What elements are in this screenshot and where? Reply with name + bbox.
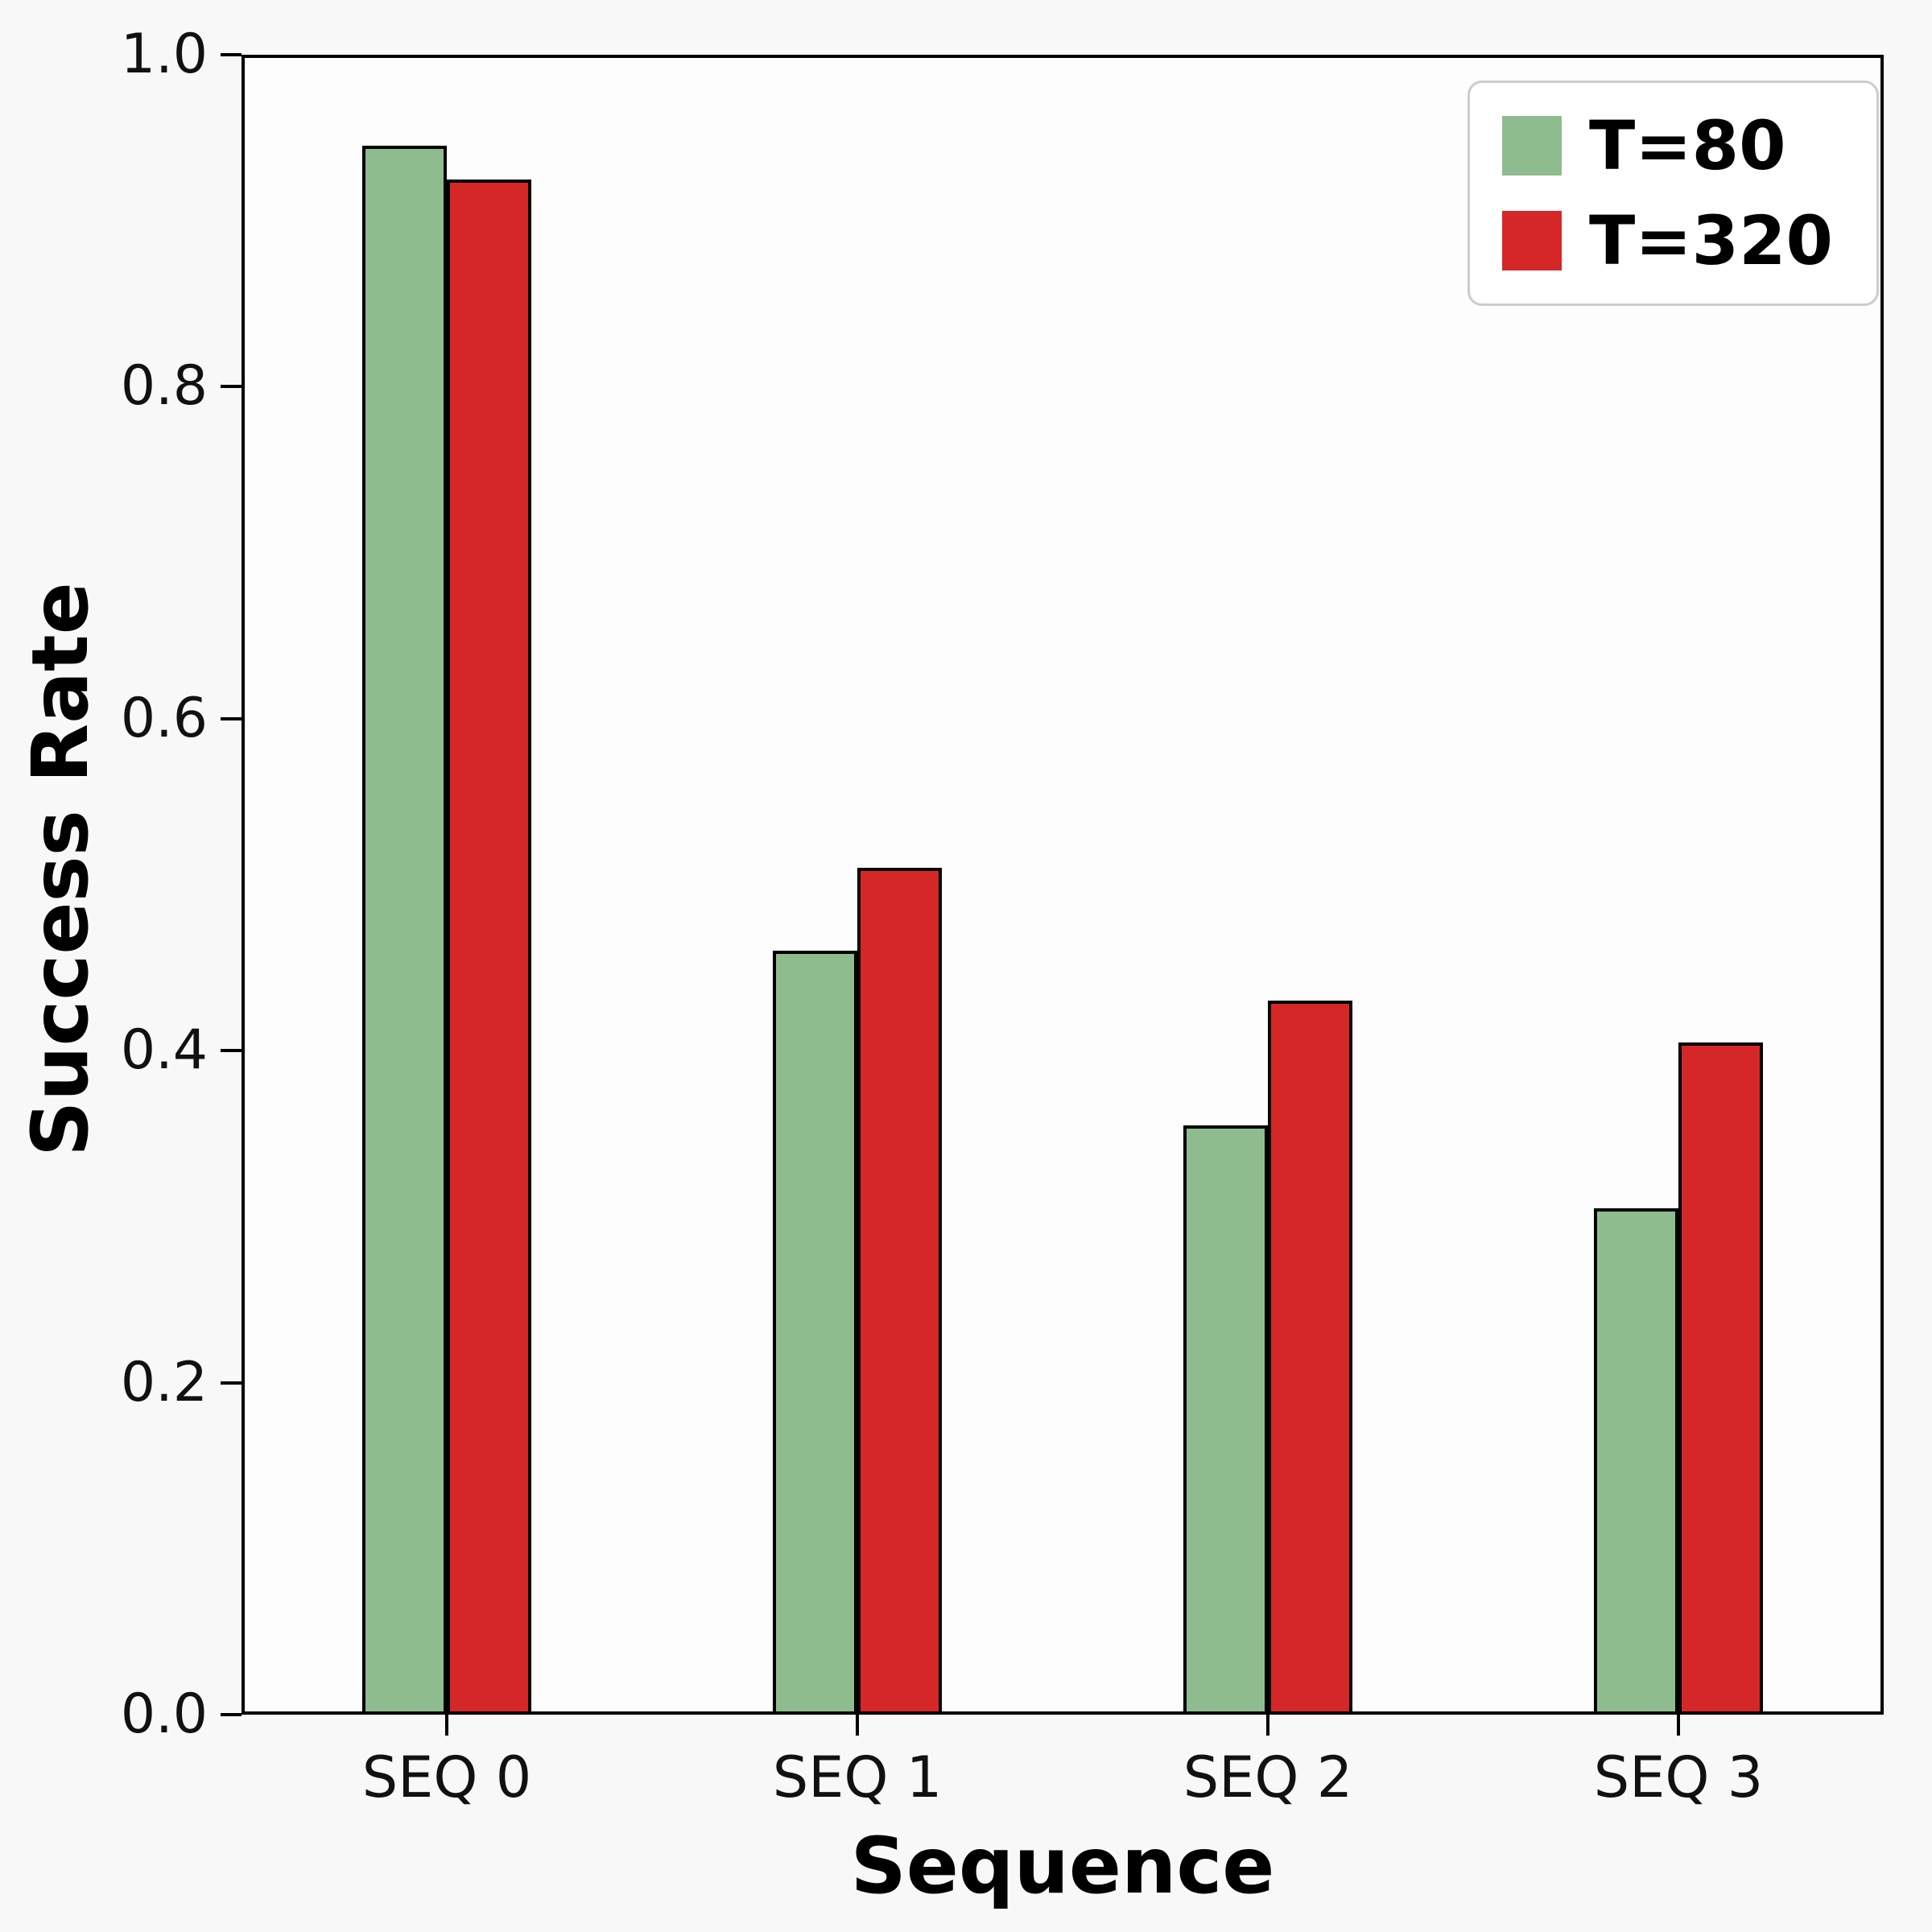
legend: T=80 T=320 — [1467, 80, 1879, 306]
legend-item-t80: T=80 — [1501, 106, 1833, 185]
x-tick-label: SEQ 0 — [361, 1744, 532, 1810]
x-tick-label: SEQ 2 — [1183, 1744, 1353, 1810]
bar-t320-seq-1 — [857, 868, 942, 1715]
y-tick-label: 0.8 — [120, 354, 208, 419]
legend-item-t320: T=320 — [1501, 201, 1833, 280]
bar-t80-seq-1 — [773, 951, 857, 1715]
y-axis-tick — [221, 1381, 242, 1385]
legend-swatch-t80-icon — [1501, 116, 1562, 175]
x-axis-tick — [445, 1715, 448, 1736]
y-tick-label: 0.4 — [120, 1018, 208, 1083]
y-tick-label: 1.0 — [120, 23, 208, 86]
y-axis-tick — [221, 385, 242, 389]
bar-t80-seq-2 — [1183, 1125, 1268, 1715]
x-tick-label: SEQ 1 — [772, 1744, 943, 1810]
bar-t80-seq-0 — [362, 146, 447, 1715]
x-tick-label: SEQ 3 — [1593, 1744, 1764, 1810]
y-axis-tick — [221, 716, 242, 720]
bar-t320-seq-2 — [1268, 1001, 1352, 1715]
y-tick-label: 0.6 — [120, 686, 208, 750]
legend-swatch-t320-icon — [1501, 211, 1562, 270]
y-axis-tick — [221, 1713, 242, 1716]
x-axis-tick — [1677, 1715, 1680, 1736]
y-tick-label: 0.2 — [120, 1350, 208, 1414]
x-axis-label: Sequence — [850, 1821, 1275, 1911]
bar-t320-seq-0 — [447, 179, 531, 1715]
legend-label-t320: T=320 — [1588, 201, 1833, 280]
x-axis-tick — [856, 1715, 859, 1736]
y-tick-label: 0.0 — [120, 1682, 208, 1746]
bar-t80-seq-3 — [1594, 1208, 1678, 1715]
y-axis-tick — [221, 53, 242, 56]
bar-t320-seq-3 — [1678, 1042, 1763, 1715]
legend-label-t80: T=80 — [1588, 106, 1786, 185]
x-axis-tick — [1266, 1715, 1269, 1736]
y-axis-tick — [221, 1049, 242, 1053]
